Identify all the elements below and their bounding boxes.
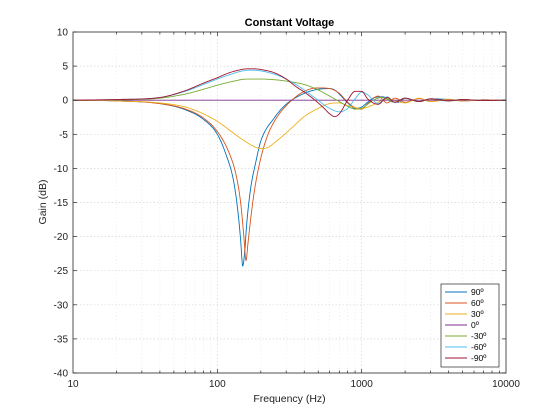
legend-label: 90º xyxy=(471,287,484,297)
series-line-2 xyxy=(72,97,507,150)
y-tick-label: -20 xyxy=(54,232,69,243)
legend-label: 60º xyxy=(471,298,484,308)
series-line-1 xyxy=(72,87,507,262)
y-tick-label: -5 xyxy=(59,130,68,141)
y-tick-label: 0 xyxy=(62,96,68,107)
legend-label: 30º xyxy=(471,309,484,319)
x-tick-label: 1000 xyxy=(351,379,374,390)
y-tick-label: -40 xyxy=(54,369,69,380)
y-tick-label: 5 xyxy=(62,62,68,73)
y-tick-label: -10 xyxy=(54,164,69,175)
y-tick-label: -15 xyxy=(54,198,69,209)
chart-title: Constant Voltage xyxy=(245,17,335,29)
legend-label: 0º xyxy=(471,320,479,330)
x-tick-label: 10000 xyxy=(492,379,520,390)
series-line-6 xyxy=(72,68,507,118)
y-tick-label: -35 xyxy=(54,334,69,345)
y-tick-label: -25 xyxy=(54,266,69,277)
y-tick-label: 10 xyxy=(57,28,69,39)
y-axis-label: Gain (dB) xyxy=(37,180,49,225)
series-lines xyxy=(72,68,507,267)
axis-ticks: 10 100 1000 10000 10 5 0 -5 -10 -15 -20 -25 -30 -35 -4… xyxy=(54,28,521,391)
legend-label: -60º xyxy=(471,342,486,352)
x-tick-label: 10 xyxy=(67,379,79,390)
x-axis-label: Frequency (Hz) xyxy=(253,393,325,405)
legend-label: -30º xyxy=(471,331,486,341)
x-tick-label: 100 xyxy=(209,379,226,390)
legend-label: -90º xyxy=(471,353,486,363)
y-tick-label: -30 xyxy=(54,300,69,311)
